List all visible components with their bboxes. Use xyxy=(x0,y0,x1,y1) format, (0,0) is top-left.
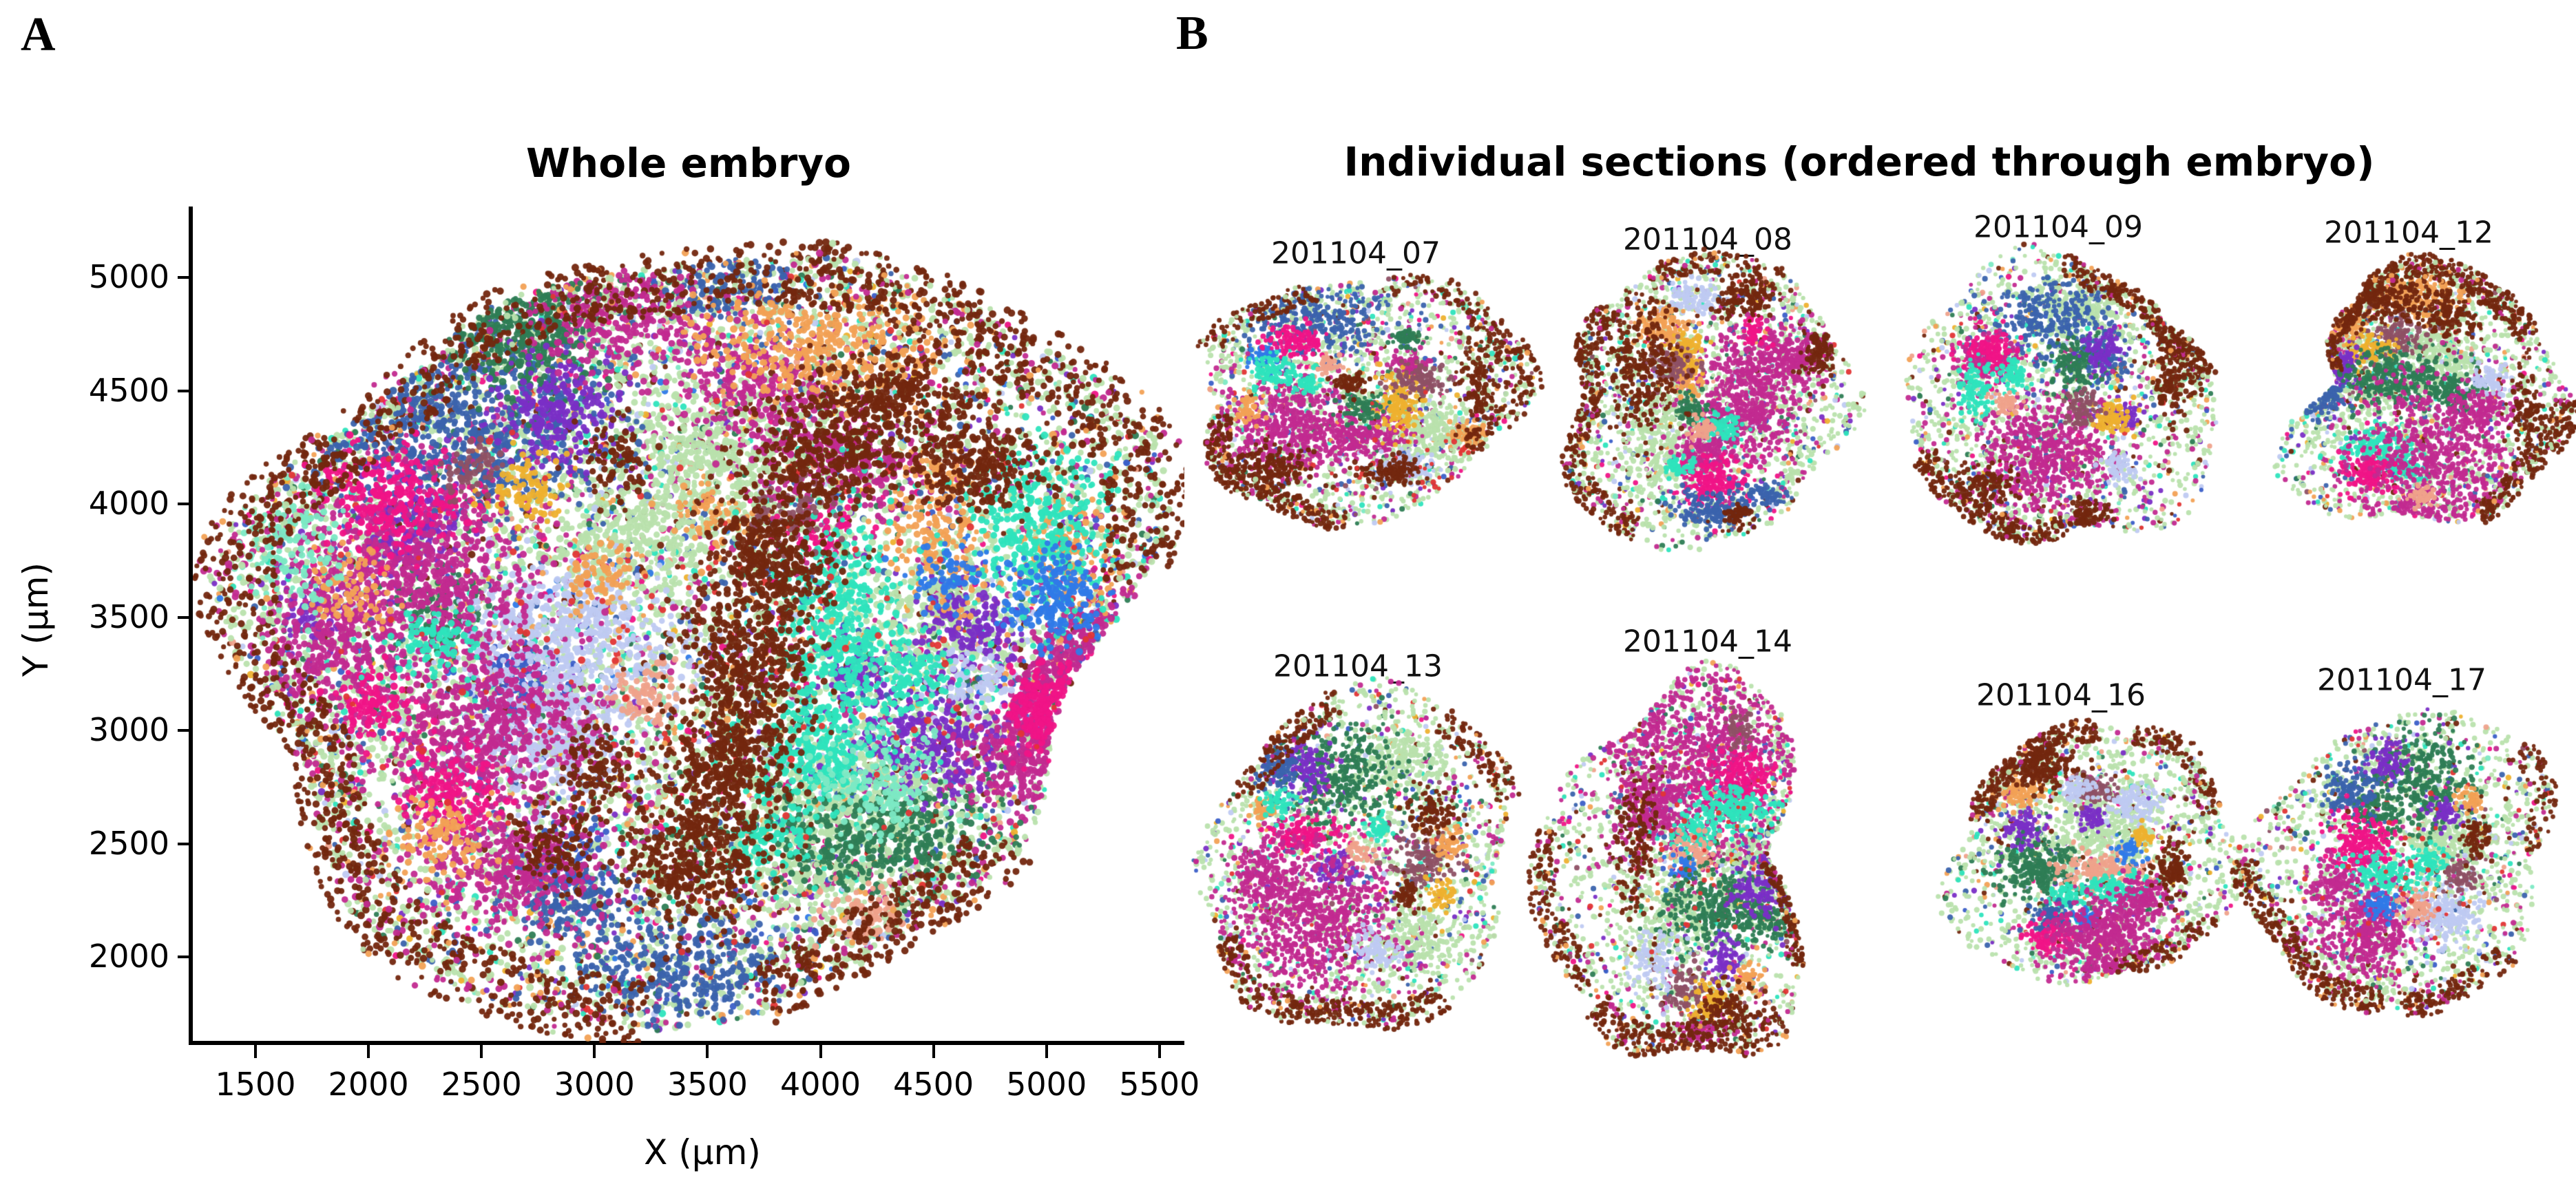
section-scatter-201104_07 xyxy=(1174,176,1546,616)
y-tick-label: 4000 xyxy=(88,485,169,522)
x-tick-label: 4000 xyxy=(779,1066,861,1103)
x-tick-mark xyxy=(1045,1045,1048,1058)
x-tick-label: 2500 xyxy=(441,1066,522,1103)
x-tick-label: 2000 xyxy=(328,1066,409,1103)
x-axis-label: X (μm) xyxy=(644,1132,761,1172)
y-axis-spine xyxy=(189,207,193,1045)
y-tick-label: 3500 xyxy=(88,598,169,635)
x-tick-mark xyxy=(254,1045,257,1058)
section-scatter-201104_14 xyxy=(1515,644,1887,1098)
x-tick-mark xyxy=(932,1045,935,1058)
section-scatter-201104_17 xyxy=(2217,640,2576,1095)
y-tick-mark xyxy=(178,503,191,505)
x-tick-mark xyxy=(1158,1045,1161,1058)
x-tick-label: 3500 xyxy=(667,1066,748,1103)
y-tick-label: 2500 xyxy=(88,824,169,862)
section-scatter-201104_12 xyxy=(2221,179,2576,620)
section-scatter-201104_09 xyxy=(1873,182,2245,623)
x-tick-mark xyxy=(480,1045,483,1058)
x-tick-mark xyxy=(367,1045,370,1058)
section-scatter-201104_08 xyxy=(1522,182,1894,623)
panel-b-letter: B xyxy=(1176,7,1208,60)
x-tick-label: 4500 xyxy=(893,1066,974,1103)
y-tick-mark xyxy=(178,276,191,279)
y-tick-mark xyxy=(178,615,191,619)
x-tick-mark xyxy=(706,1045,709,1058)
y-tick-mark xyxy=(178,956,191,958)
y-tick-mark xyxy=(178,842,191,845)
whole-embryo-scatter-plot xyxy=(193,207,1184,1043)
panel-a-letter: A xyxy=(21,8,56,61)
y-tick-mark xyxy=(178,729,191,732)
y-tick-mark xyxy=(178,389,191,392)
x-tick-mark xyxy=(819,1045,822,1058)
x-tick-label: 1500 xyxy=(215,1066,296,1103)
x-tick-mark xyxy=(593,1045,596,1058)
y-tick-label: 2000 xyxy=(88,938,169,975)
y-tick-label: 4500 xyxy=(88,371,169,409)
y-tick-label: 3000 xyxy=(88,711,169,748)
x-axis-spine xyxy=(189,1041,1184,1045)
panel-a-title: Whole embryo xyxy=(525,140,852,187)
y-axis-label: Y (μm) xyxy=(16,562,56,677)
section-scatter-201104_13 xyxy=(1174,640,1546,1095)
x-tick-label: 3000 xyxy=(554,1066,635,1103)
x-tick-label: 5000 xyxy=(1006,1066,1087,1103)
y-tick-label: 5000 xyxy=(88,258,169,295)
